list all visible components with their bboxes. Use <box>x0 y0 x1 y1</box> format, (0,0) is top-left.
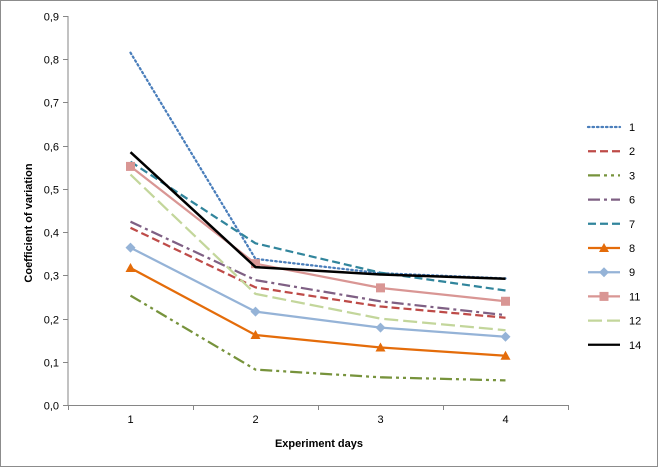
y-tick-label: 0,3 <box>44 271 59 283</box>
legend-item-1: 1 <box>586 122 635 134</box>
y-tick-label: 0,6 <box>44 142 59 154</box>
data-point <box>500 331 511 342</box>
data-point <box>250 306 261 317</box>
series-line <box>129 173 506 332</box>
x-tick-label: 1 <box>127 414 133 426</box>
y-axis: 0,0 0,1 0,2 0,3 0,4 0,5 0,6 0,7 0,8 0,9 <box>44 12 69 413</box>
data-point <box>125 262 136 272</box>
data-point <box>250 329 261 339</box>
legend-label: 7 <box>629 219 635 231</box>
series-1 <box>129 51 507 280</box>
series-9 <box>125 242 511 342</box>
series-7 <box>129 160 506 292</box>
legend-label: 3 <box>629 170 635 182</box>
data-point <box>126 161 135 171</box>
series-2 <box>130 226 506 319</box>
y-axis-title: Coefficient of variation <box>23 163 35 282</box>
data-point <box>376 283 385 293</box>
series-3 <box>129 294 506 382</box>
x-tick-label: 4 <box>502 414 508 426</box>
series-line <box>129 294 506 382</box>
plot-area <box>125 51 511 382</box>
series-line <box>129 165 506 303</box>
series-line <box>130 220 506 317</box>
series-line <box>129 51 507 280</box>
series-line <box>129 151 506 281</box>
y-tick-label: 0,0 <box>44 401 59 413</box>
legend-item-9: 9 <box>588 267 635 279</box>
data-point <box>375 342 386 352</box>
x-axis-title: Experiment days <box>275 438 363 450</box>
legend-item-11: 11 <box>588 291 640 303</box>
data-point <box>375 322 386 333</box>
x-axis: 1 2 3 4 <box>68 405 569 426</box>
legend-marker <box>599 291 609 301</box>
data-point <box>500 350 511 360</box>
series-14 <box>129 151 506 281</box>
series-8 <box>125 262 511 360</box>
x-tick-label: 3 <box>377 414 383 426</box>
legend-item-12: 12 <box>588 316 641 328</box>
data-point <box>125 242 136 253</box>
legend-item-6: 6 <box>588 195 635 207</box>
series-line <box>129 246 506 338</box>
y-tick-label: 0,4 <box>44 228 59 240</box>
series-line <box>129 160 506 292</box>
y-tick-label: 0,1 <box>44 358 59 370</box>
series-6 <box>130 220 506 317</box>
legend-item-7: 7 <box>588 219 635 231</box>
legend-item-14: 14 <box>588 340 641 352</box>
data-point <box>251 259 260 269</box>
y-tick-label: 0,9 <box>44 12 59 24</box>
legend-label: 9 <box>629 267 635 279</box>
series-line <box>130 226 506 319</box>
legend-marker <box>599 243 609 252</box>
x-tick-label: 2 <box>252 414 258 426</box>
legend-marker <box>599 267 609 278</box>
legend-label: 8 <box>629 243 635 255</box>
y-tick-label: 0,5 <box>44 185 59 197</box>
legend-label: 12 <box>629 316 641 328</box>
legend-label: 2 <box>629 146 635 158</box>
legend-label: 1 <box>629 122 635 134</box>
y-tick-label: 0,8 <box>44 55 59 67</box>
legend-label: 14 <box>629 340 641 352</box>
legend-item-8: 8 <box>588 243 635 255</box>
legend-label: 6 <box>629 195 635 207</box>
data-point <box>501 296 510 306</box>
series-11 <box>126 161 510 306</box>
y-tick-label: 0,2 <box>44 315 59 327</box>
legend-item-3: 3 <box>588 170 635 182</box>
y-tick-label: 0,7 <box>44 98 59 110</box>
series-line <box>129 267 506 357</box>
legend-item-2: 2 <box>588 146 635 158</box>
series-12 <box>129 173 506 332</box>
legend-label: 11 <box>629 291 640 303</box>
